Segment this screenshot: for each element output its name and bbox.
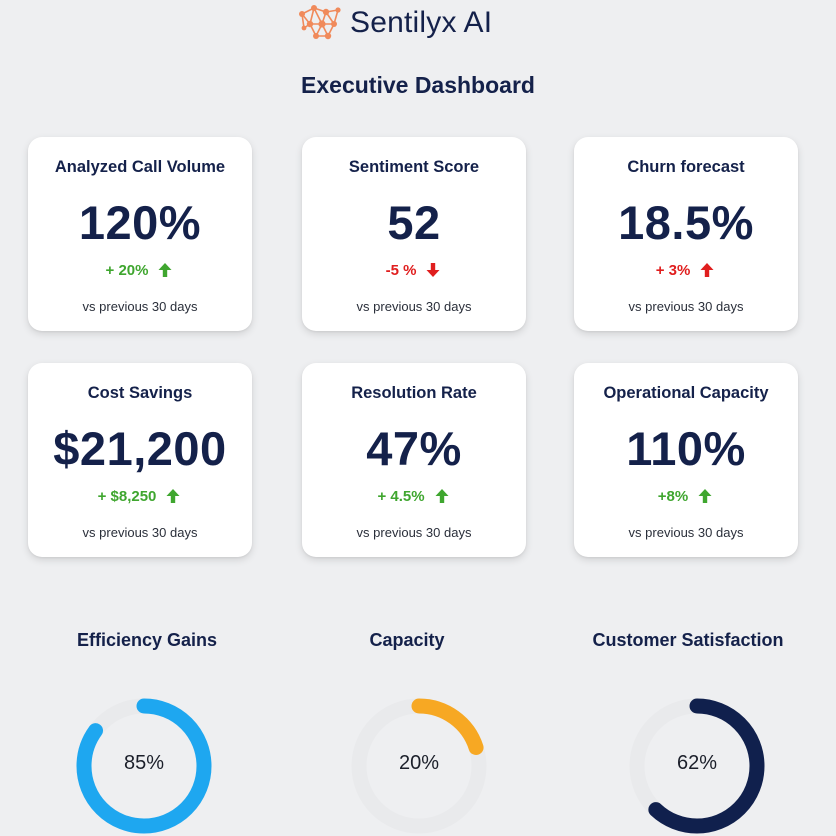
gauge-arc — [629, 698, 765, 834]
kpi-card-change-text: + 4.5% — [377, 487, 425, 505]
arrow-up-icon — [700, 263, 714, 277]
kpi-card-change-text: + $8,250 — [97, 487, 157, 505]
kpi-card-value: 120% — [78, 196, 202, 249]
gauge-arc — [76, 698, 212, 834]
gauge-value-label: 62% — [676, 752, 718, 774]
kpi-card-value: 110% — [626, 422, 746, 475]
arrow-up-icon — [166, 489, 180, 503]
kpi-card-title: Cost Savings — [87, 384, 193, 402]
kpi-card-change: + 3% — [574, 261, 798, 279]
gauge-arc — [351, 698, 487, 834]
gauge-title-customer-satisfaction: Customer Satisfaction — [592, 630, 784, 650]
kpi-card-note: vs previous 30 days — [82, 299, 198, 314]
donut-gauge — [76, 698, 212, 834]
kpi-card-title: Operational Capacity — [603, 384, 769, 402]
kpi-card-note: vs previous 30 days — [628, 525, 744, 540]
gauge-title-capacity: Capacity — [369, 630, 445, 650]
kpi-card-sentiment-score[interactable]: Sentiment Score 52 -5 % vs previous 30 d… — [302, 137, 526, 331]
kpi-card-resolution-rate[interactable]: Resolution Rate 47% + 4.5% vs previous 3… — [302, 363, 526, 557]
arrow-up-icon — [158, 263, 172, 277]
kpi-card-note: vs previous 30 days — [356, 299, 472, 314]
kpi-card-change: + 4.5% — [302, 487, 526, 505]
gauge-value-label: 85% — [123, 752, 165, 774]
kpi-card-title: Churn forecast — [627, 158, 745, 176]
kpi-card-change: + $8,250 — [28, 487, 252, 505]
kpi-card-analyzed-call-volume[interactable]: Analyzed Call Volume 120% + 20% vs previ… — [28, 137, 252, 331]
header: Sentilyx AI — [0, 0, 836, 48]
donut-gauge — [351, 698, 487, 834]
gauge-value-label: 20% — [398, 752, 440, 774]
kpi-card-change-text: + 3% — [655, 261, 691, 279]
kpi-card-title: Resolution Rate — [351, 384, 477, 402]
kpi-card-title: Analyzed Call Volume — [54, 158, 226, 176]
kpi-card-value: 47% — [366, 422, 462, 475]
gauge-title-efficiency-gains: Efficiency Gains — [76, 630, 218, 650]
gauge-efficiency-gains[interactable]: 85% — [76, 696, 212, 836]
kpi-card-change: +8% — [574, 487, 798, 505]
kpi-card-change-text: + 20% — [105, 261, 149, 279]
kpi-card-value: 18.5% — [618, 196, 754, 249]
page-title: Executive Dashboard — [301, 72, 535, 98]
kpi-card-operational-capacity[interactable]: Operational Capacity 110% +8% vs previou… — [574, 363, 798, 557]
brand-logo[interactable]: Sentilyx AI — [296, 2, 492, 44]
arrow-down-icon — [426, 263, 440, 277]
kpi-card-note: vs previous 30 days — [356, 525, 472, 540]
kpi-card-note: vs previous 30 days — [628, 299, 744, 314]
kpi-card-change: -5 % — [302, 261, 526, 279]
kpi-card-title: Sentiment Score — [348, 158, 480, 176]
kpi-card-cost-savings[interactable]: Cost Savings $21,200 + $8,250 vs previou… — [28, 363, 252, 557]
arrow-up-icon — [435, 489, 449, 503]
kpi-card-note: vs previous 30 days — [82, 525, 198, 540]
gauge-capacity[interactable]: 20% — [351, 696, 487, 836]
kpi-card-change-text: -5 % — [385, 261, 417, 279]
kpi-card-churn-forecast[interactable]: Churn forecast 18.5% + 3% vs previous 30… — [574, 137, 798, 331]
kpi-card-change-text: +8% — [657, 487, 689, 505]
donut-gauge — [629, 698, 765, 834]
brand-name: Sentilyx AI — [350, 6, 493, 39]
arrow-up-icon — [698, 489, 712, 503]
gauge-customer-satisfaction[interactable]: 62% — [629, 696, 765, 836]
kpi-card-value: $21,200 — [53, 422, 227, 475]
kpi-card-value: 52 — [387, 196, 441, 249]
kpi-card-change: + 20% — [28, 261, 252, 279]
network-nodes-icon — [299, 5, 341, 40]
